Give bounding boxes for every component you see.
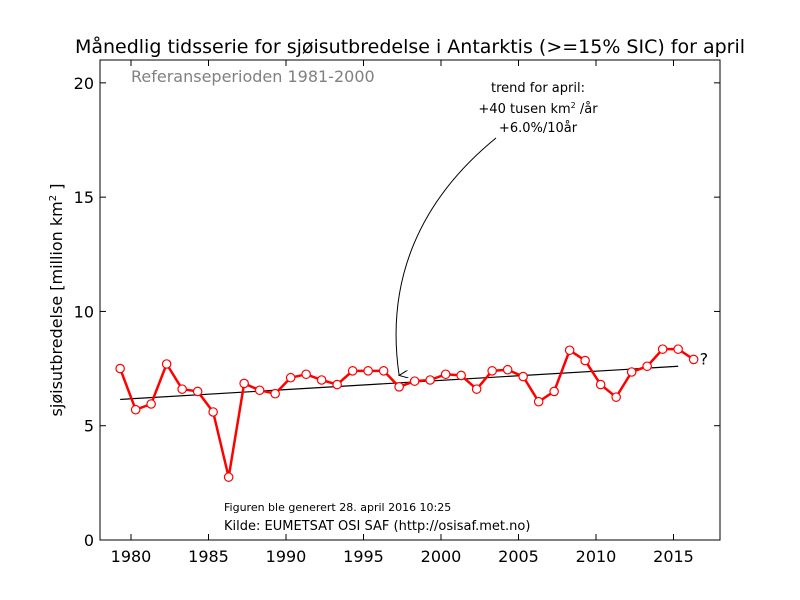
data-point [642, 361, 652, 372]
x-tick-label: 2000 [421, 547, 462, 566]
data-point [456, 370, 466, 381]
data-point [378, 366, 389, 376]
data-point [347, 366, 358, 376]
x-tick-label: 1990 [266, 547, 307, 566]
x-tick-label: 2010 [576, 547, 617, 566]
data-point [270, 388, 280, 399]
data-point [549, 386, 559, 397]
data-point [440, 369, 451, 380]
trend-annotation-line3: +6.0%/10år [499, 121, 578, 136]
data-point [208, 407, 218, 417]
data-point [192, 386, 203, 397]
trend-annotation-line2: +40 tusen km2 /år [478, 101, 598, 117]
y-tick-label: 10 [74, 302, 94, 321]
y-tick-label: 5 [84, 417, 94, 436]
data-point [115, 363, 125, 374]
data-point [161, 359, 172, 369]
data-point [301, 369, 311, 380]
y-tick-label: 0 [84, 531, 94, 550]
data-point [146, 399, 156, 409]
data-point [239, 378, 249, 389]
data-point [673, 344, 683, 354]
y-axis: 0 5 10 15 20 [74, 74, 720, 550]
x-tick-label: 1995 [343, 547, 384, 566]
data-point [533, 396, 544, 407]
y-tick-label: 20 [74, 74, 94, 93]
data-point [409, 376, 420, 386]
data-point [425, 375, 435, 385]
plot-area-frame [99, 59, 721, 541]
data-point [285, 372, 296, 383]
data-point [518, 371, 528, 382]
data-point [471, 384, 482, 394]
chart-title: Månedlig tidsserie for sjøisutbredelse i… [75, 35, 745, 58]
data-point [595, 379, 606, 390]
generated-note: Figuren ble generert 28. april 2016 10:2… [224, 501, 451, 514]
y-tick-label: 15 [74, 188, 94, 207]
data-point [177, 384, 187, 394]
reference-period-label: Referanseperioden 1981-2000 [131, 67, 375, 86]
data-point [316, 375, 327, 385]
sea-ice-series [115, 344, 699, 482]
data-point [130, 404, 141, 415]
x-tick-label: 1985 [188, 547, 229, 566]
x-tick-label: 1980 [111, 547, 152, 566]
trend-annotation: trend for april: +40 tusen km2 /år +6.0%… [395, 81, 598, 375]
x-axis: 1980 1985 1990 1995 2000 2005 2010 2015 [111, 60, 694, 566]
question-mark: ? [700, 349, 709, 368]
data-point [223, 472, 234, 482]
series-line [118, 347, 695, 479]
data-point [564, 345, 575, 356]
data-point [363, 366, 373, 376]
data-point [254, 385, 265, 396]
data-point [580, 355, 590, 366]
source-note: Kilde: EUMETSAT OSI SAF (http://osisaf.m… [224, 519, 530, 534]
x-tick-label: 2015 [653, 547, 694, 566]
data-point [394, 382, 404, 392]
data-point [657, 344, 668, 354]
y-axis-label: sjøisutbredelse [million km2 ] [47, 184, 66, 417]
trend-arrow [395, 137, 497, 375]
x-tick-label: 2005 [498, 547, 539, 566]
data-point [332, 379, 342, 390]
data-point [502, 364, 513, 375]
data-point [611, 392, 621, 402]
data-point [626, 367, 637, 377]
data-point [688, 354, 699, 365]
data-point [487, 366, 497, 376]
trend-annotation-line1: trend for april: [491, 81, 585, 96]
